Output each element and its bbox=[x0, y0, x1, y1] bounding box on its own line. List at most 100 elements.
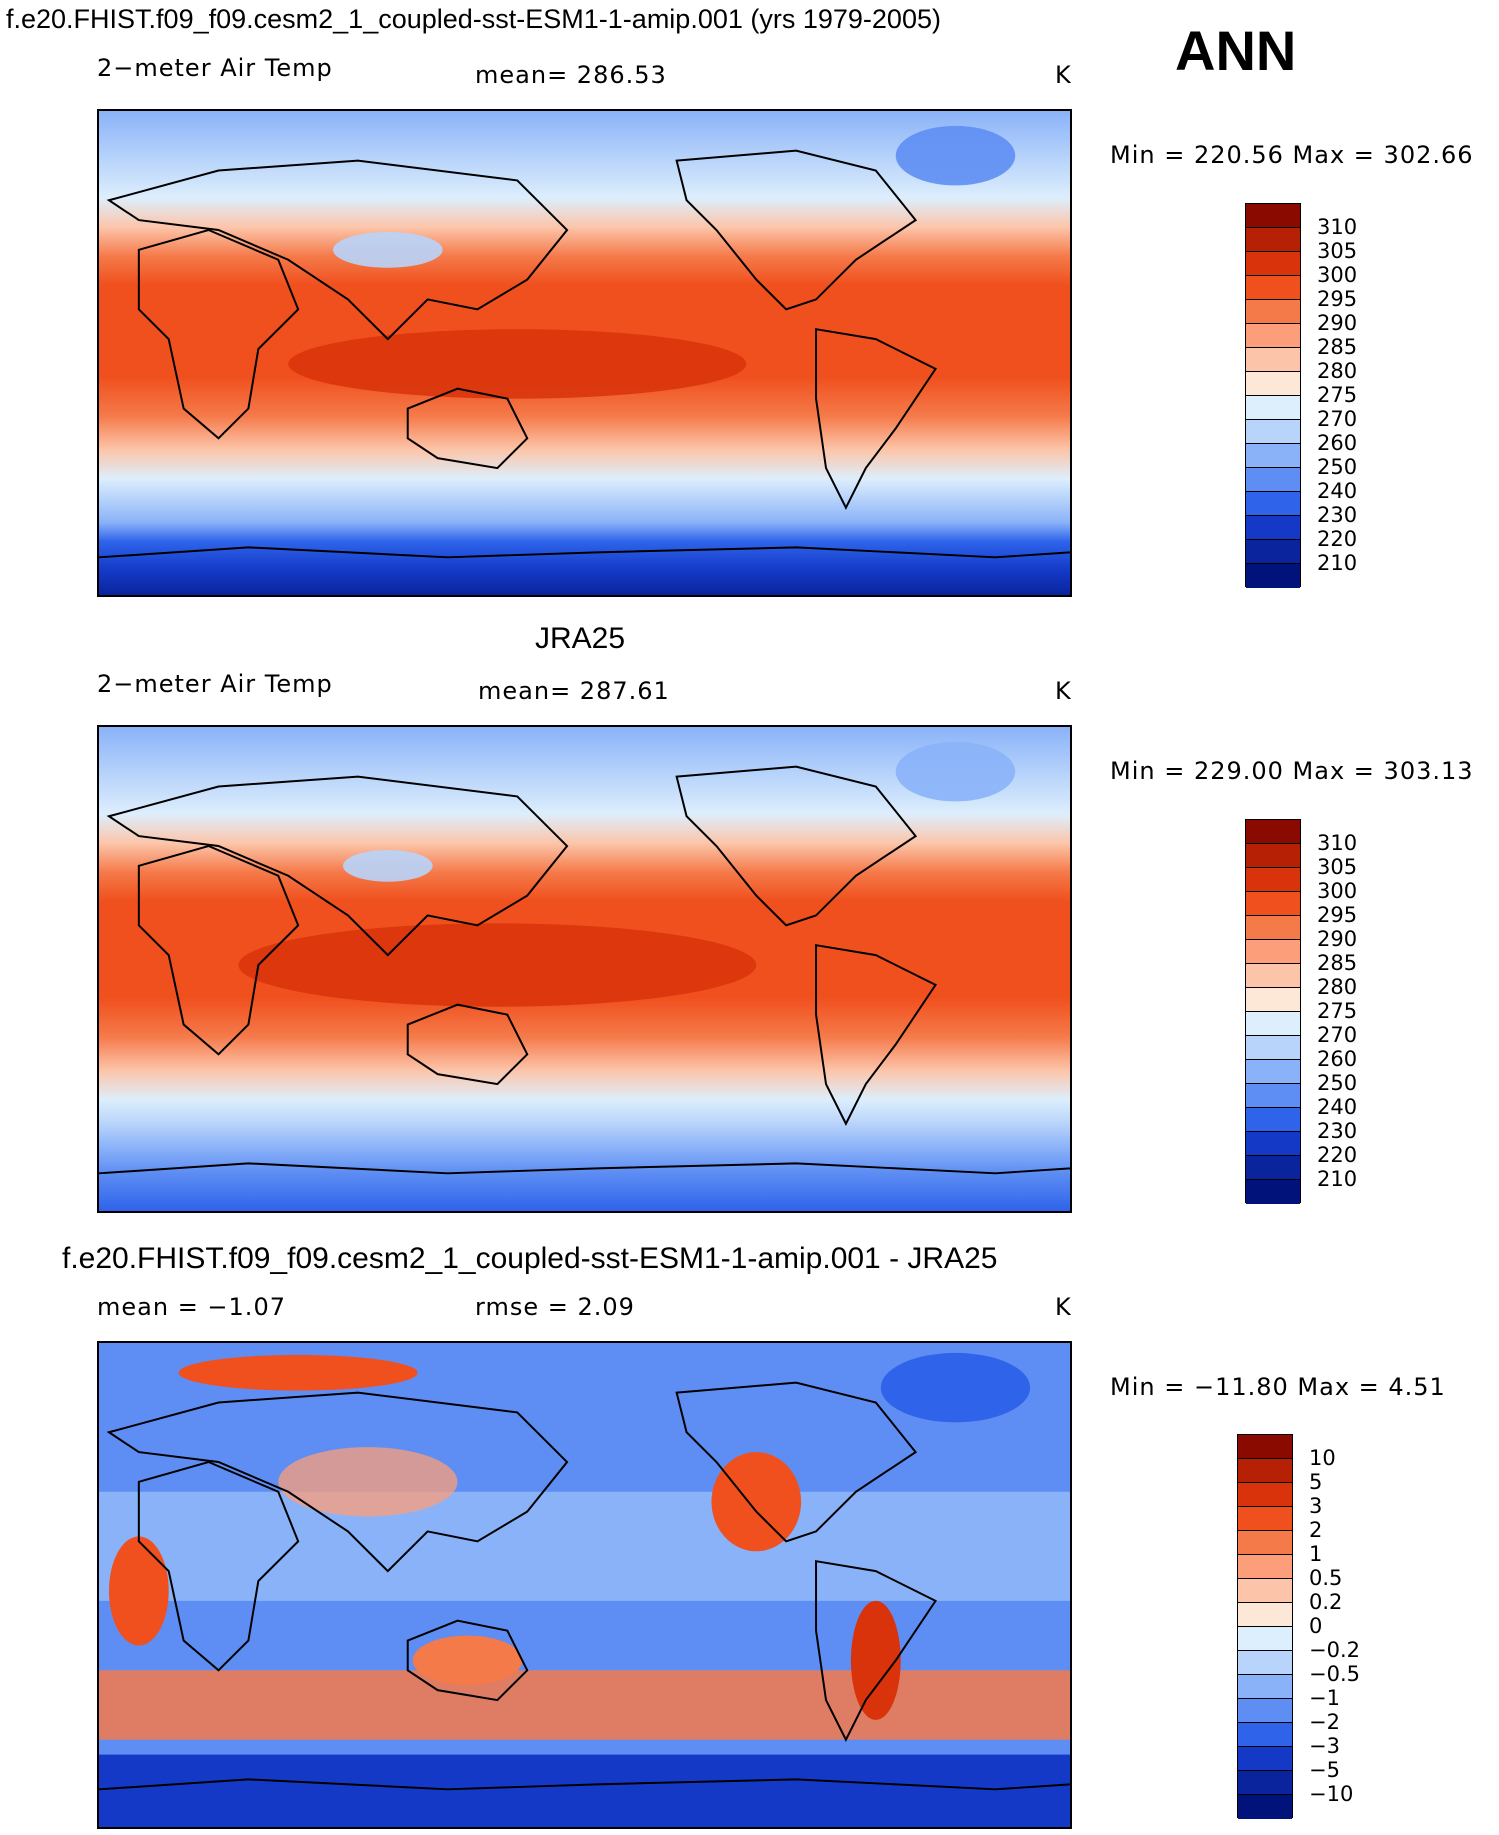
colorbar-swatch bbox=[1238, 1603, 1292, 1627]
panel2-coast-north-america bbox=[675, 765, 918, 927]
colorbar-swatch bbox=[1246, 1084, 1300, 1108]
panel3-antarctic-cold bbox=[99, 1754, 1070, 1827]
colorbar-swatch bbox=[1238, 1555, 1292, 1579]
colorbar-swatch bbox=[1238, 1459, 1292, 1483]
colorbar-tick-label: 300 bbox=[1317, 263, 1358, 287]
colorbar-tick-label: 10 bbox=[1309, 1446, 1336, 1470]
colorbar-swatch bbox=[1246, 892, 1300, 916]
colorbar-tick-label: 305 bbox=[1317, 855, 1358, 879]
panel2-warm-pool bbox=[238, 923, 757, 1007]
colorbar-tick-label: 250 bbox=[1317, 1071, 1358, 1095]
colorbar-swatch bbox=[1246, 1132, 1300, 1156]
colorbar-tick-label: 240 bbox=[1317, 1095, 1358, 1119]
colorbar-tick-label: −1 bbox=[1309, 1686, 1340, 1710]
panel1-warm-pool bbox=[288, 329, 747, 399]
colorbar-swatch bbox=[1246, 564, 1300, 588]
colorbar-swatch bbox=[1238, 1771, 1292, 1795]
panel2-variable-label: 2−meter Air Temp bbox=[97, 670, 333, 698]
colorbar-swatch bbox=[1246, 300, 1300, 324]
colorbar-swatch bbox=[1238, 1747, 1292, 1771]
colorbar-tick-label: 240 bbox=[1317, 479, 1358, 503]
colorbar-swatch bbox=[1238, 1627, 1292, 1651]
panel1-units-label: K bbox=[1055, 61, 1072, 89]
panel1-coastlines bbox=[99, 149, 1070, 559]
colorbar-swatch bbox=[1246, 204, 1300, 228]
panel3-arctic-warm bbox=[178, 1354, 418, 1391]
colorbar-swatch bbox=[1246, 868, 1300, 892]
panel1-minmax: Min = 220.56 Max = 302.66 bbox=[1110, 141, 1474, 169]
panel3-colorbar-box bbox=[1237, 1434, 1293, 1819]
colorbar-swatch bbox=[1246, 540, 1300, 564]
colorbar-tick-label: −2 bbox=[1309, 1710, 1340, 1734]
colorbar-swatch bbox=[1246, 276, 1300, 300]
colorbar-tick-label: 280 bbox=[1317, 359, 1358, 383]
panel1-coast-antarctica bbox=[99, 546, 1070, 559]
panel2-coast-south-america bbox=[815, 944, 938, 1126]
colorbar-tick-label: 220 bbox=[1317, 527, 1358, 551]
colorbar-tick-label: −0.2 bbox=[1309, 1638, 1360, 1662]
colorbar-swatch bbox=[1246, 1180, 1300, 1204]
colorbar-tick-label: 2 bbox=[1309, 1518, 1323, 1542]
panel3-greenland-cold bbox=[880, 1352, 1031, 1423]
panel3-sw-africa-warm bbox=[108, 1536, 169, 1646]
panel3-coastlines bbox=[99, 1381, 1070, 1791]
colorbar-swatch bbox=[1238, 1507, 1292, 1531]
colorbar-swatch bbox=[1238, 1435, 1292, 1459]
colorbar-tick-label: 3 bbox=[1309, 1494, 1323, 1518]
colorbar-tick-label: 280 bbox=[1317, 975, 1358, 999]
panel1-coast-north-america bbox=[675, 149, 918, 311]
colorbar-tick-label: 5 bbox=[1309, 1470, 1323, 1494]
colorbar-swatch bbox=[1246, 844, 1300, 868]
colorbar-swatch bbox=[1246, 324, 1300, 348]
colorbar-tick-label: 295 bbox=[1317, 287, 1358, 311]
panel3-units-label: K bbox=[1055, 1293, 1072, 1321]
colorbar-tick-label: 1 bbox=[1309, 1542, 1323, 1566]
colorbar-swatch bbox=[1246, 492, 1300, 516]
panel3-mean-label: mean = −1.07 bbox=[97, 1293, 286, 1321]
panel3-asia-mixed bbox=[278, 1447, 458, 1517]
colorbar-swatch bbox=[1246, 516, 1300, 540]
panel2-greenland bbox=[895, 741, 1016, 802]
panel2-map bbox=[97, 725, 1072, 1213]
colorbar-tick-label: 220 bbox=[1317, 1143, 1358, 1167]
panel2-minmax: Min = 229.00 Max = 303.13 bbox=[1110, 757, 1474, 785]
panel1-map-svg bbox=[99, 111, 1070, 595]
colorbar-tick-label: 290 bbox=[1317, 311, 1358, 335]
colorbar-swatch bbox=[1246, 348, 1300, 372]
colorbar-swatch bbox=[1246, 1036, 1300, 1060]
colorbar-swatch bbox=[1246, 964, 1300, 988]
colorbar-swatch bbox=[1246, 1012, 1300, 1036]
panel3-title: f.e20.FHIST.f09_f09.cesm2_1_coupled-sst-… bbox=[62, 1242, 998, 1275]
panel3-southern-warm-band bbox=[99, 1670, 1070, 1740]
panel1-coast-eurasia bbox=[106, 159, 569, 341]
panel2-colorbar-box bbox=[1245, 819, 1301, 1204]
colorbar-swatch bbox=[1246, 372, 1300, 396]
panel3-na-warm bbox=[711, 1452, 802, 1552]
colorbar-tick-label: 230 bbox=[1317, 503, 1358, 527]
colorbar-swatch bbox=[1238, 1531, 1292, 1555]
panel1-colorbar-box bbox=[1245, 203, 1301, 588]
colorbar-swatch bbox=[1246, 1156, 1300, 1180]
colorbar-tick-label: 0.2 bbox=[1309, 1590, 1343, 1614]
colorbar-swatch bbox=[1238, 1651, 1292, 1675]
colorbar-tick-label: 275 bbox=[1317, 383, 1358, 407]
panel1-coast-africa bbox=[137, 228, 300, 440]
colorbar-swatch bbox=[1246, 444, 1300, 468]
panel3-map-svg bbox=[99, 1343, 1070, 1827]
colorbar-swatch bbox=[1246, 916, 1300, 940]
panel1-mean-label: mean= 286.53 bbox=[475, 61, 667, 89]
colorbar-swatch bbox=[1238, 1675, 1292, 1699]
colorbar-swatch bbox=[1238, 1579, 1292, 1603]
colorbar-tick-label: 300 bbox=[1317, 879, 1358, 903]
figure-title: f.e20.FHIST.f09_f09.cesm2_1_coupled-sst-… bbox=[6, 4, 941, 34]
colorbar-swatch bbox=[1246, 1108, 1300, 1132]
colorbar-swatch bbox=[1246, 940, 1300, 964]
colorbar-swatch bbox=[1246, 468, 1300, 492]
panel3-coast-australia bbox=[406, 1619, 529, 1702]
colorbar-tick-label: 210 bbox=[1317, 551, 1358, 575]
colorbar-swatch bbox=[1238, 1795, 1292, 1819]
panel2-mean-label: mean= 287.61 bbox=[478, 677, 670, 705]
panel1-coast-south-america bbox=[815, 328, 938, 510]
season-label: ANN bbox=[1175, 19, 1297, 82]
colorbar-tick-label: 295 bbox=[1317, 903, 1358, 927]
